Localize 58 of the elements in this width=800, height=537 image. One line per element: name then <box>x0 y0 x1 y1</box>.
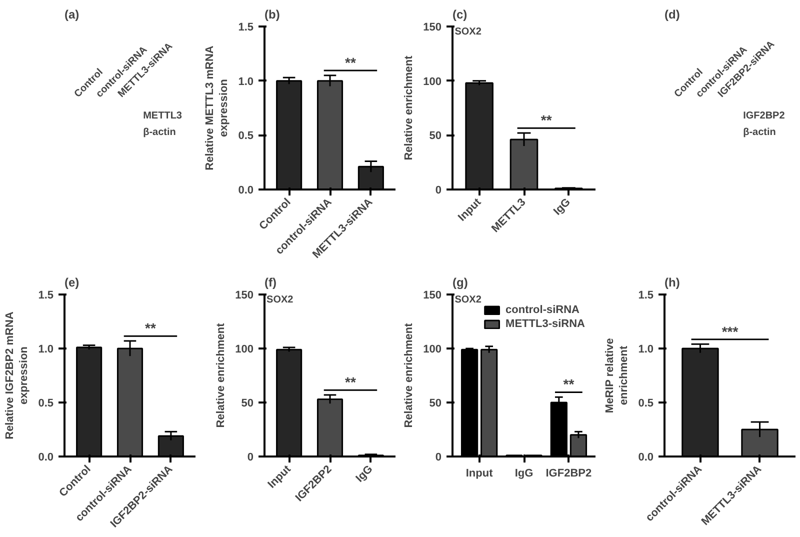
y-axis-title: Relative enrichment <box>403 55 416 160</box>
x-tick-label: IgG <box>514 468 534 480</box>
y-tick-label: 1.0 <box>238 76 254 88</box>
y-tick-label: 0.5 <box>238 130 254 142</box>
chart-title: (e) <box>64 276 80 290</box>
chart-title: (g) <box>452 276 468 290</box>
annotation: ** <box>145 320 156 336</box>
x-tick-label: Input <box>466 468 494 480</box>
annotation: ** <box>345 374 356 390</box>
y-tick-label: 150 <box>235 290 254 302</box>
y-tick-label: 1.5 <box>638 290 654 302</box>
y-tick-label: 50 <box>241 398 254 410</box>
y-tick-label: 0.5 <box>638 398 654 410</box>
chart-title: (h) <box>664 276 680 290</box>
chart-subtitle: SOX2 <box>266 294 294 306</box>
y-tick-label: 0 <box>435 452 442 464</box>
y-axis-title: Relative METTL3 mRNA expression <box>204 46 230 170</box>
text: (d) <box>664 8 680 22</box>
x-tick-label: IgG <box>354 463 376 485</box>
y-tick-label: 1.5 <box>238 22 254 34</box>
annotation: *** <box>722 323 739 340</box>
y-axis-title: Relative enrichment <box>403 322 416 428</box>
text: β-actin <box>743 126 776 138</box>
y-tick-label: 150 <box>423 22 442 34</box>
chart-title: (f) <box>264 276 276 290</box>
legend-label: control-siRNA <box>506 304 580 316</box>
y-tick-label: 0.0 <box>38 452 54 464</box>
y-tick-label: 1.0 <box>38 344 54 356</box>
annotation: ** <box>563 376 575 392</box>
y-tick-label: 50 <box>429 398 442 410</box>
chart-title: (b) <box>264 8 280 22</box>
y-tick-label: 0.0 <box>238 184 254 196</box>
annotation: ** <box>540 112 552 128</box>
text: METTL3 <box>143 110 182 122</box>
y-tick-label: 100 <box>235 344 254 356</box>
y-tick-label: 150 <box>423 290 442 302</box>
y-tick-label: 0.0 <box>638 452 654 464</box>
chart-title: (c) <box>452 8 468 22</box>
x-tick-label: IGF2BP2 <box>546 468 592 480</box>
chart-subtitle: SOX2 <box>454 26 482 38</box>
y-tick-label: 0 <box>435 184 442 196</box>
y-tick-label: 100 <box>423 344 442 356</box>
text: IGF2BP2 <box>743 110 786 122</box>
y-tick-label: 50 <box>429 130 442 142</box>
annotation: ** <box>345 54 356 71</box>
text: (a) <box>64 8 80 22</box>
y-tick-label: 0.5 <box>38 398 54 410</box>
y-axis-title: MeRIP relative enrichment <box>604 338 630 414</box>
y-tick-label: 100 <box>423 76 442 88</box>
y-tick-label: 1.5 <box>38 290 54 302</box>
y-tick-label: 0 <box>247 452 254 464</box>
text: β-actin <box>143 126 176 138</box>
chart-subtitle: SOX2 <box>454 294 482 306</box>
y-axis-title: Relative IGF2BP2 mRNA expression <box>4 312 30 440</box>
y-axis-title: Relative enrichment <box>215 322 228 428</box>
legend-label: METTL3-siRNA <box>506 318 585 330</box>
y-tick-label: 1.0 <box>638 344 654 356</box>
x-tick-label: IgG <box>551 196 573 218</box>
